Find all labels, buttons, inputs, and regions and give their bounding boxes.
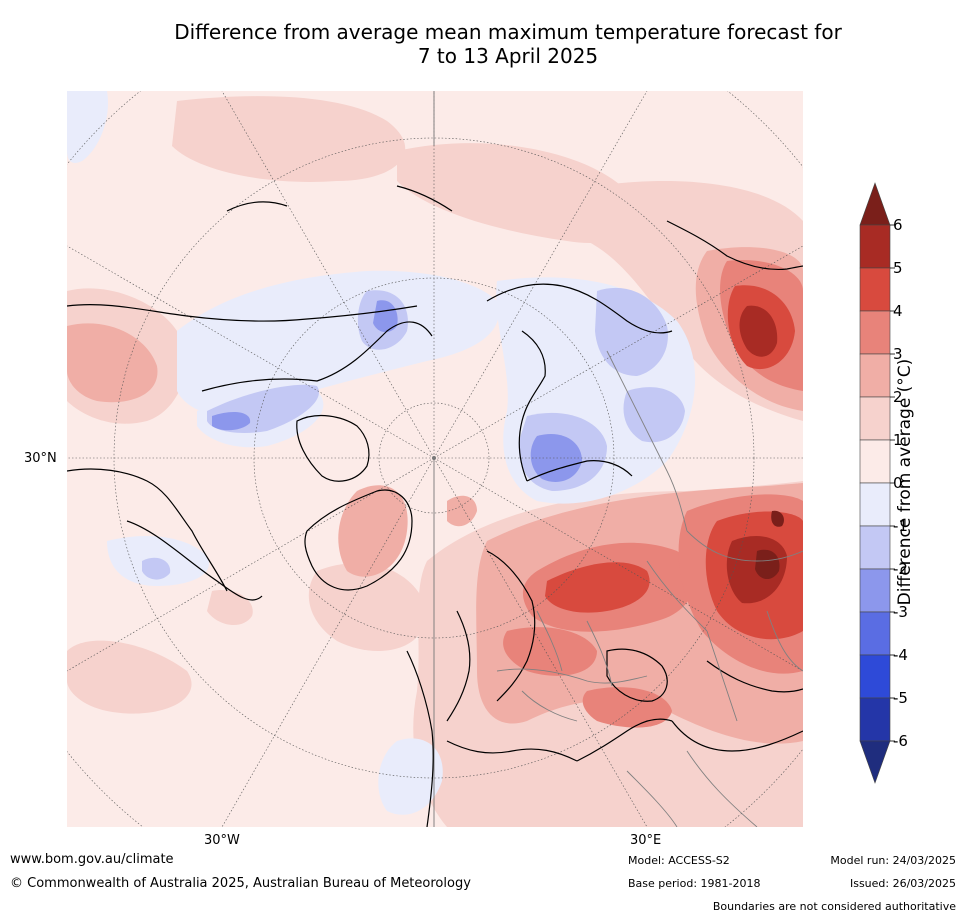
colorbar-segment <box>859 353 891 398</box>
colorbar-tick-label: 3 <box>893 345 903 363</box>
colorbar-segment <box>859 740 891 784</box>
website-link[interactable]: www.bom.gov.au/climate <box>10 852 174 867</box>
title-line-2: 7 to 13 April 2025 <box>417 44 599 68</box>
lat-label-30n: 30°N <box>24 451 57 466</box>
issued-text: Issued: 26/03/2025 <box>849 877 956 890</box>
colorbar-segment <box>859 439 891 484</box>
colorbar-segment <box>859 525 891 570</box>
colorbar-tick-label: 2 <box>893 388 903 406</box>
copyright-text: © Commonwealth of Australia 2025, Austra… <box>10 876 471 891</box>
colorbar-tick-label: 5 <box>893 259 903 277</box>
disclaimer-text: Boundaries are not considered authoritat… <box>712 900 956 913</box>
colorbar-label: Difference from average (°C) <box>895 358 915 606</box>
colorbar-tick-label: -1 <box>893 517 908 535</box>
lon-label-30w: 30°W <box>204 833 240 848</box>
colorbar-segment <box>859 697 891 742</box>
colorbar-tick-label: -3 <box>893 603 908 621</box>
lon-label-30e: 30°E <box>630 833 662 848</box>
colorbar-tick-label: 1 <box>893 431 903 449</box>
colorbar-tick-label: -5 <box>893 689 908 707</box>
model-text: Model: ACCESS-S2 <box>628 854 730 867</box>
colorbar-tick-label: 6 <box>893 216 903 234</box>
forecast-map <box>67 91 803 827</box>
title-line-1: Difference from average mean maximum tem… <box>174 20 842 44</box>
colorbar-tick-label: 4 <box>893 302 903 320</box>
colorbar-segments <box>859 182 891 784</box>
chart-title: Difference from average mean maximum tem… <box>0 20 965 68</box>
colorbar-segment <box>859 224 891 269</box>
colorbar-ticks: 6 5 4 3 2 1 0 -1 -2 -3 -4 -5 -6 <box>890 216 908 750</box>
colorbar-segment <box>859 568 891 613</box>
model-run-text: Model run: 24/03/2025 <box>830 854 956 867</box>
colorbar-tick-label: 0 <box>893 474 903 492</box>
country-borders <box>496 350 803 827</box>
colorbar-tick-label: -2 <box>893 560 908 578</box>
colorbar: 6 5 4 3 2 1 0 -1 -2 -3 -4 -5 -6 <box>859 182 908 784</box>
anomaly-band-6-plus <box>755 510 784 580</box>
colorbar-tick-label: -6 <box>893 732 908 750</box>
colorbar-segment <box>859 482 891 527</box>
colorbar-segment <box>859 267 891 312</box>
base-period-text: Base period: 1981-2018 <box>628 877 761 890</box>
colorbar-tick-label: -4 <box>893 646 908 664</box>
colorbar-segment <box>859 611 891 656</box>
north-pole-marker <box>432 456 436 460</box>
colorbar-segment <box>859 310 891 355</box>
colorbar-segment <box>859 182 891 226</box>
coastlines <box>67 185 803 827</box>
colorbar-segment <box>859 654 891 699</box>
graticule <box>67 91 803 827</box>
colorbar-segment <box>859 396 891 441</box>
anomaly-band-minus3-minus2 <box>212 300 582 482</box>
